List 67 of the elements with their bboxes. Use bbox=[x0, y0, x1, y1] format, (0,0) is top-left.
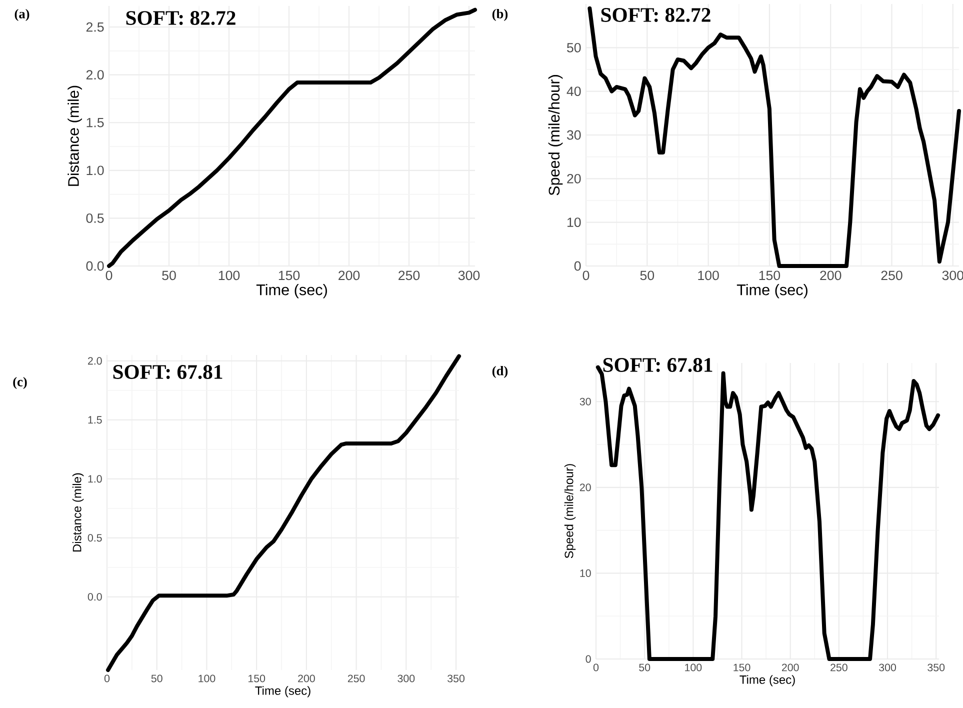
x-tick-label: 200 bbox=[782, 664, 799, 672]
y-tick-label: 50 bbox=[567, 42, 581, 52]
y-axis-title: Speed (mile/hour) bbox=[548, 75, 563, 196]
y-tick-label: 2.5 bbox=[86, 22, 104, 32]
annotation: SOFT: 67.81 bbox=[113, 364, 222, 380]
y-tick-label: 2.0 bbox=[88, 357, 102, 365]
x-tick-label: 150 bbox=[734, 664, 750, 672]
y-axis-title: Speed (mile/hour) bbox=[564, 464, 576, 558]
y-tick-label: 30 bbox=[580, 398, 591, 406]
y-tick-label: 40 bbox=[566, 86, 581, 96]
y-tick-label: 0.0 bbox=[86, 261, 104, 271]
text: (b) bbox=[492, 8, 508, 22]
x-tick-label: 150 bbox=[248, 674, 266, 682]
y-tick-label: 0.5 bbox=[88, 534, 102, 542]
annotation: SOFT: 82.72 bbox=[601, 8, 710, 22]
x-tick-label: 100 bbox=[218, 270, 240, 280]
y-axis-title: Distance (mile) bbox=[72, 473, 84, 552]
annotation: SOFT: 67.81 bbox=[603, 358, 712, 372]
x-tick-label: 100 bbox=[685, 664, 702, 672]
x-tick-label: 300 bbox=[879, 664, 896, 672]
y-tick-label: 1.0 bbox=[88, 475, 102, 483]
x-tick-label: 200 bbox=[338, 270, 360, 280]
y-tick-label: 0 bbox=[586, 655, 591, 663]
x-axis-title: Time (sec) bbox=[740, 675, 795, 686]
y-tick-label: 1.5 bbox=[88, 416, 102, 424]
x-tick-label: 350 bbox=[448, 674, 464, 682]
text: (d) bbox=[492, 366, 508, 378]
y-tick-label: 0.0 bbox=[88, 593, 102, 601]
y-tick-label: 20 bbox=[580, 484, 591, 492]
x-tick-label: 0 bbox=[104, 674, 110, 682]
x-tick-label: 200 bbox=[298, 674, 315, 682]
y-tick-label: 2.0 bbox=[86, 70, 104, 80]
y-tick-label: 10 bbox=[580, 569, 591, 577]
y-tick-label: 0 bbox=[574, 261, 581, 271]
x-tick-label: 250 bbox=[881, 270, 902, 280]
x-tick-label: 50 bbox=[151, 674, 162, 682]
x-axis-title: Time (sec) bbox=[736, 284, 808, 298]
x-tick-label: 300 bbox=[398, 674, 415, 682]
x-tick-label: 350 bbox=[928, 664, 945, 672]
x-tick-label: 50 bbox=[162, 270, 176, 280]
x-tick-label: 150 bbox=[278, 270, 300, 280]
x-tick-label: 50 bbox=[640, 270, 654, 280]
x-tick-label: 250 bbox=[348, 674, 365, 682]
annotation: SOFT: 82.72 bbox=[126, 11, 236, 26]
x-tick-label: 250 bbox=[830, 664, 848, 672]
x-tick-label: 100 bbox=[698, 270, 719, 280]
y-tick-label: 1.5 bbox=[86, 118, 104, 128]
y-tick-label: 30 bbox=[566, 130, 581, 140]
x-tick-label: 250 bbox=[398, 270, 420, 280]
x-tick-label: 200 bbox=[820, 270, 842, 280]
x-axis-title: Time (sec) bbox=[256, 284, 327, 298]
x-tick-label: 50 bbox=[639, 664, 650, 672]
x-tick-label: 300 bbox=[458, 270, 480, 280]
y-tick-label: 0.5 bbox=[86, 213, 104, 223]
text: (c) bbox=[13, 376, 27, 390]
y-tick-label: 1.0 bbox=[86, 166, 104, 176]
y-tick-label: 10 bbox=[567, 218, 581, 228]
x-tick-label: 100 bbox=[198, 674, 216, 682]
x-tick-label: 0 bbox=[106, 270, 112, 280]
x-tick-label: 0 bbox=[593, 664, 599, 672]
y-tick-label: 20 bbox=[567, 174, 581, 184]
text: (a) bbox=[14, 8, 30, 22]
y-axis-title: Distance (mile) bbox=[68, 86, 82, 186]
x-tick-label: 300 bbox=[942, 270, 963, 280]
line-series bbox=[588, 6, 962, 268]
x-tick-label: 150 bbox=[759, 270, 780, 280]
x-axis-title: Time (sec) bbox=[255, 686, 310, 698]
